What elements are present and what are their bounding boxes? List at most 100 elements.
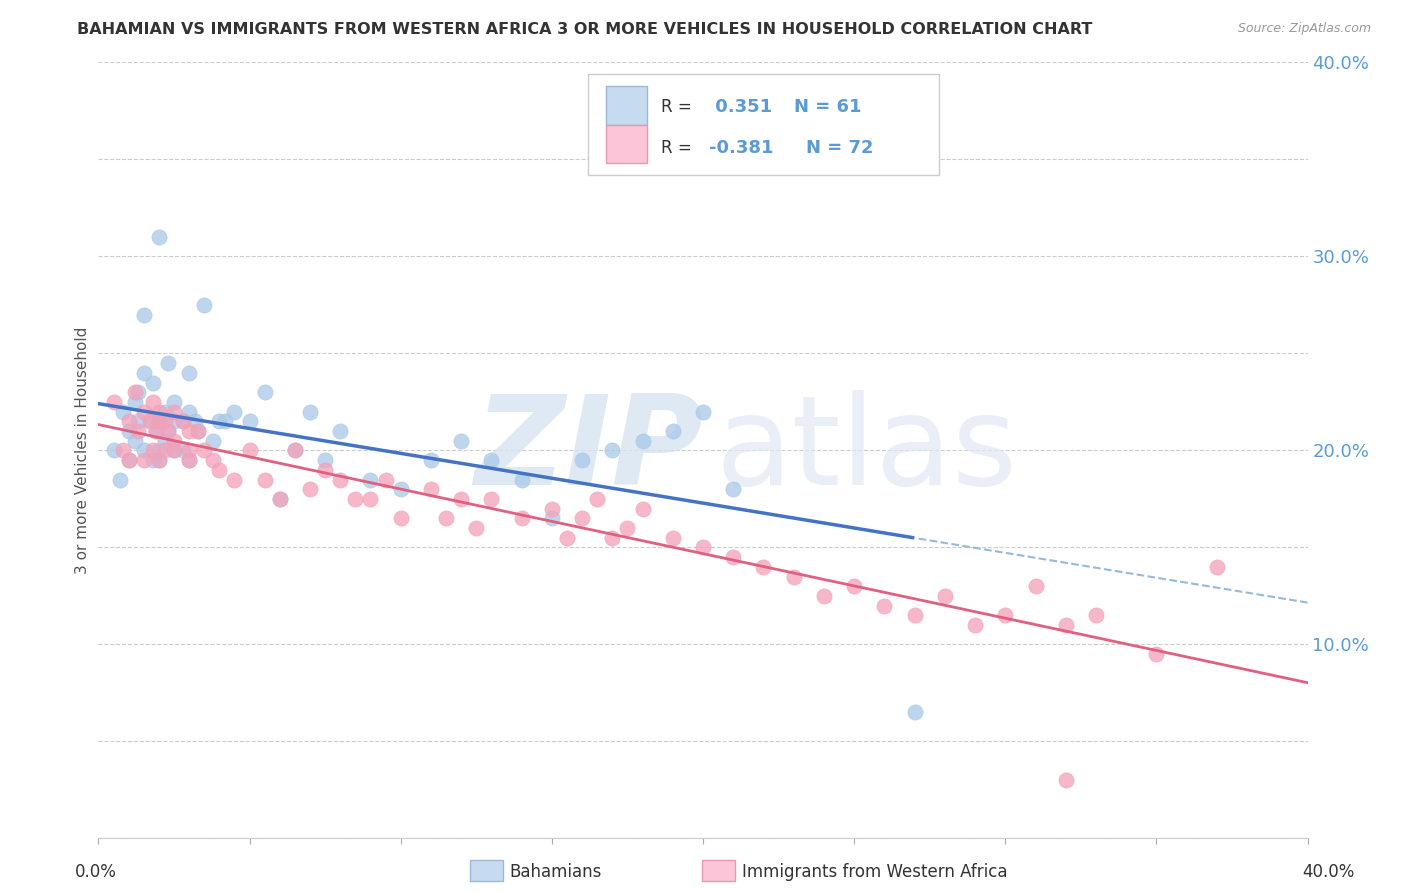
Point — [156, 424, 179, 438]
Point — [723, 550, 745, 565]
Point — [193, 298, 215, 312]
Point — [118, 453, 141, 467]
Point — [269, 491, 291, 506]
Point — [389, 483, 412, 497]
Point — [540, 501, 562, 516]
Point — [179, 453, 201, 467]
Point — [692, 541, 714, 555]
Point — [148, 443, 170, 458]
Point — [142, 376, 165, 390]
Point — [481, 491, 503, 506]
Point — [124, 395, 146, 409]
Point — [179, 453, 201, 467]
Point — [224, 473, 246, 487]
Point — [153, 414, 176, 428]
Text: N = 72: N = 72 — [806, 139, 873, 157]
Point — [420, 483, 443, 497]
Point — [127, 424, 149, 438]
Point — [450, 491, 472, 506]
Point — [873, 599, 896, 613]
Point — [904, 706, 927, 720]
Point — [269, 491, 291, 506]
Point — [142, 443, 165, 458]
Point — [103, 395, 125, 409]
Point — [163, 443, 186, 458]
Point — [434, 511, 457, 525]
Point — [284, 443, 307, 458]
Point — [145, 424, 167, 438]
Point — [148, 453, 170, 467]
Point — [193, 443, 215, 458]
Point — [329, 424, 352, 438]
Point — [481, 453, 503, 467]
Text: R =: R = — [661, 98, 697, 117]
Point — [142, 395, 165, 409]
Point — [631, 501, 654, 516]
Point — [132, 366, 155, 380]
FancyBboxPatch shape — [606, 87, 647, 125]
Point — [783, 569, 806, 583]
Point — [1144, 647, 1167, 661]
Point — [450, 434, 472, 448]
Point — [127, 385, 149, 400]
Point — [965, 618, 987, 632]
Point — [153, 405, 176, 419]
Point — [132, 443, 155, 458]
Point — [187, 424, 209, 438]
Point — [208, 463, 231, 477]
Point — [172, 443, 194, 458]
Point — [844, 579, 866, 593]
Point — [208, 414, 231, 428]
Point — [239, 443, 262, 458]
Point — [692, 405, 714, 419]
Text: atlas: atlas — [716, 390, 1017, 511]
Point — [172, 414, 194, 428]
Point — [253, 473, 276, 487]
Point — [118, 424, 141, 438]
Point — [586, 491, 609, 506]
Point — [616, 521, 638, 535]
Point — [156, 424, 179, 438]
Text: 0.351: 0.351 — [709, 98, 772, 117]
Text: BAHAMIAN VS IMMIGRANTS FROM WESTERN AFRICA 3 OR MORE VEHICLES IN HOUSEHOLD CORRE: BAHAMIAN VS IMMIGRANTS FROM WESTERN AFRI… — [77, 22, 1092, 37]
Point — [602, 443, 624, 458]
Point — [156, 356, 179, 370]
Point — [118, 453, 141, 467]
Point — [934, 589, 956, 603]
Point — [145, 424, 167, 438]
Point — [510, 511, 533, 525]
Text: Bahamians: Bahamians — [509, 863, 602, 881]
Point — [139, 414, 162, 428]
Point — [214, 414, 236, 428]
Point — [163, 405, 186, 419]
Point — [153, 443, 176, 458]
Point — [299, 405, 322, 419]
Point — [148, 405, 170, 419]
Point — [555, 531, 578, 545]
Point — [111, 443, 134, 458]
Point — [571, 511, 593, 525]
FancyBboxPatch shape — [588, 74, 939, 175]
Point — [1054, 618, 1077, 632]
Text: 0.0%: 0.0% — [75, 863, 117, 881]
Point — [1085, 608, 1108, 623]
Point — [111, 405, 134, 419]
Y-axis label: 3 or more Vehicles in Household: 3 or more Vehicles in Household — [75, 326, 90, 574]
Point — [329, 473, 352, 487]
Point — [1054, 773, 1077, 788]
Point — [661, 531, 683, 545]
Point — [239, 414, 262, 428]
Text: ZIP: ZIP — [474, 390, 703, 511]
Point — [132, 405, 155, 419]
Point — [344, 491, 367, 506]
Point — [142, 453, 165, 467]
Point — [465, 521, 488, 535]
Text: Source: ZipAtlas.com: Source: ZipAtlas.com — [1237, 22, 1371, 36]
Point — [1206, 560, 1229, 574]
Point — [284, 443, 307, 458]
Point — [148, 230, 170, 244]
Text: 40.0%: 40.0% — [1302, 863, 1355, 881]
Point — [179, 443, 201, 458]
Point — [163, 443, 186, 458]
Point — [314, 453, 336, 467]
